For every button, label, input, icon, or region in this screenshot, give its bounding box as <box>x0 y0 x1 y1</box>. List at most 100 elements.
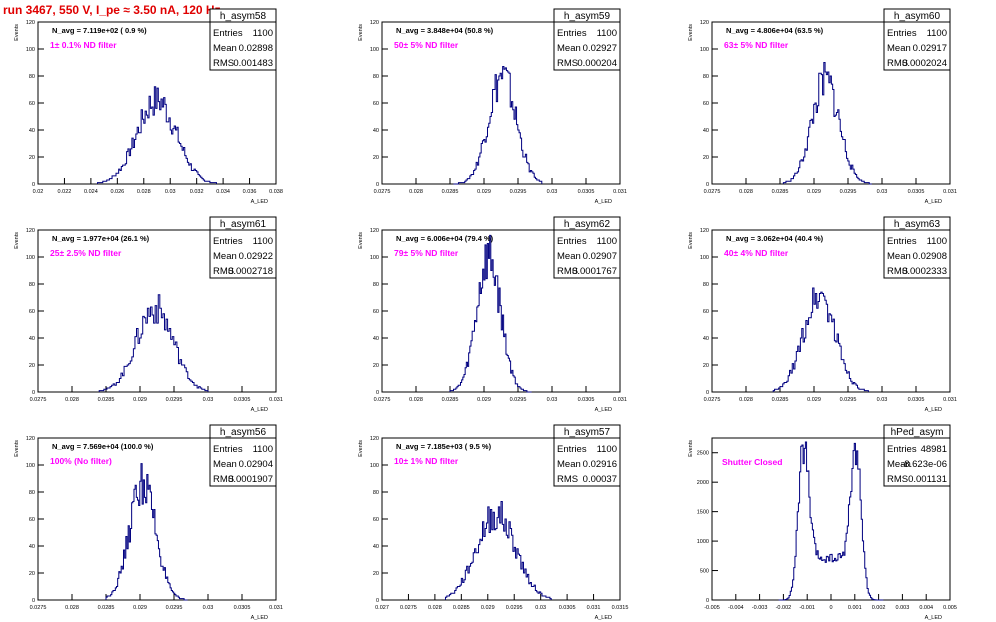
x-tick-label: 0.03 <box>547 189 558 195</box>
x-tick-label: 0 <box>829 605 832 611</box>
x-tick-label: 0.028 <box>739 397 753 403</box>
x-tick-label: 0.0305 <box>908 189 925 195</box>
y-tick-label: 120 <box>370 436 379 442</box>
filter-label: 100% (No filter) <box>50 456 112 466</box>
y-tick-label: 80 <box>373 74 379 80</box>
stats-value: 0.02904 <box>239 459 273 470</box>
histogram-name: h_asym56 <box>220 427 267 438</box>
x-axis-label: A_LED <box>595 199 612 205</box>
x-tick-label: 0.028 <box>409 397 423 403</box>
x-tick-label: 0.031 <box>269 397 283 403</box>
x-axis-label: A_LED <box>925 615 942 621</box>
stats-value: 0.0002333 <box>902 266 947 277</box>
x-tick-label: 0.0275 <box>30 605 47 611</box>
histogram-bars <box>105 463 188 601</box>
stats-label: Entries <box>213 444 243 455</box>
histogram-name: h_asym59 <box>564 11 611 22</box>
navg-label: N_avg = 4.806e+04 (63.5 %) <box>726 26 824 35</box>
navg-label: N_avg = 3.848e+04 (50.8 %) <box>396 26 494 35</box>
stats-value: 0.02917 <box>913 43 947 54</box>
y-tick-label: 100 <box>370 47 379 53</box>
y-axis-label: Events <box>14 440 20 457</box>
histogram-bars <box>97 86 217 184</box>
y-axis-label: Events <box>358 24 364 41</box>
x-tick-label: 0.005 <box>943 605 957 611</box>
y-tick-label: 100 <box>700 255 709 261</box>
y-tick-label: 40 <box>29 544 35 550</box>
y-tick-label: 20 <box>703 363 709 369</box>
x-tick-label: 0.031 <box>613 397 627 403</box>
x-tick-label: 0.002 <box>872 605 886 611</box>
stats-label: Mean <box>557 251 581 262</box>
stats-value: 0.000204 <box>577 58 617 69</box>
x-tick-label: 0.03 <box>547 397 558 403</box>
x-tick-label: 0.036 <box>243 189 257 195</box>
navg-label: N_avg = 7.119e+02 ( 0.9 %) <box>52 26 147 35</box>
navg-label: N_avg = 3.062e+04 (40.4 %) <box>726 234 824 243</box>
y-tick-label: 20 <box>29 571 35 577</box>
run-title: run 3467, 550 V, I_pe ≈ 3.50 nA, 120 Hz <box>3 3 221 17</box>
stats-label: RMS <box>557 266 578 277</box>
y-tick-label: 100 <box>370 463 379 469</box>
filter-label: 10± 1% ND filter <box>394 456 459 466</box>
stats-value: 0.02907 <box>583 251 617 262</box>
x-tick-label: 0.03 <box>877 397 888 403</box>
y-tick-label: 60 <box>703 309 709 315</box>
x-tick-label: 0.03 <box>165 189 176 195</box>
histogram-panel-h_asym57: 0 20 40 60 80 100 120 0.027 0.0275 0.028 0.0285 0.0… <box>358 424 628 621</box>
stats-value: 0.00037 <box>583 474 617 485</box>
y-tick-label: 0 <box>32 598 35 604</box>
y-tick-label: 120 <box>26 20 35 26</box>
x-tick-label: 0.0275 <box>704 189 721 195</box>
stats-label: Mean <box>213 43 237 54</box>
histogram-name: h_asym61 <box>220 219 267 230</box>
x-tick-label: 0.028 <box>409 189 423 195</box>
histogram-bars <box>449 234 532 393</box>
y-axis-label: Events <box>14 232 20 249</box>
histogram-name: hPed_asym <box>891 427 944 438</box>
stats-body-box <box>883 21 951 71</box>
histogram-panel-h_asym59: 0 20 40 60 80 100 120 0.0275 0.028 0.0285 0.029 0.0… <box>358 8 627 205</box>
x-tick-label: 0.0285 <box>772 397 789 403</box>
filter-label: 25± 2.5% ND filter <box>50 248 122 258</box>
x-tick-label: 0.0285 <box>98 397 115 403</box>
x-tick-label: 0.028 <box>65 397 79 403</box>
y-tick-label: 60 <box>373 309 379 315</box>
stats-body-box <box>209 437 277 487</box>
x-tick-label: 0.029 <box>807 397 821 403</box>
stats-value: 0.0001767 <box>572 266 617 277</box>
x-tick-label: 0.028 <box>137 189 151 195</box>
stats-box: h_asym59 Entries 1100 Mean 0.02927 RMS 0.00020… <box>553 8 621 71</box>
y-tick-label: 80 <box>29 74 35 80</box>
stats-body-box <box>883 229 951 279</box>
y-axis-label: Events <box>688 440 694 457</box>
stats-label: RMS <box>887 474 908 485</box>
filter-label: 50± 5% ND filter <box>394 40 459 50</box>
x-tick-label: 0.0295 <box>840 189 857 195</box>
y-tick-label: 0 <box>376 390 379 396</box>
stats-value: 1100 <box>597 28 617 39</box>
x-tick-label: 0.0275 <box>30 397 47 403</box>
filter-label: Shutter Closed <box>722 457 782 467</box>
y-tick-label: 120 <box>370 228 379 234</box>
x-axis-label: A_LED <box>251 199 268 205</box>
stats-value: 1100 <box>927 236 947 247</box>
stats-value: 0.02927 <box>583 43 617 54</box>
stats-value: 1100 <box>253 444 273 455</box>
x-tick-label: 0.0295 <box>510 397 527 403</box>
stats-value: -8.623e-06 <box>901 459 947 470</box>
y-tick-label: 80 <box>29 490 35 496</box>
y-tick-label: 0 <box>376 182 379 188</box>
navg-label: N_avg = 6.006e+04 (79.4 %) <box>396 234 494 243</box>
y-axis-label: Events <box>358 232 364 249</box>
y-tick-label: 100 <box>26 47 35 53</box>
stats-label: Entries <box>557 444 587 455</box>
y-tick-label: 60 <box>373 517 379 523</box>
stats-box: h_asym62 Entries 1100 Mean 0.02907 RMS0.00017… <box>553 216 621 279</box>
x-tick-label: 0.003 <box>896 605 910 611</box>
stats-box: h_asym58 Entries 1100 Mean 0.02898 RMS 0.00148… <box>209 8 277 71</box>
stats-body-box <box>883 437 951 487</box>
stats-body-box <box>553 21 621 71</box>
stats-label: Mean <box>887 43 911 54</box>
y-tick-label: 20 <box>373 363 379 369</box>
